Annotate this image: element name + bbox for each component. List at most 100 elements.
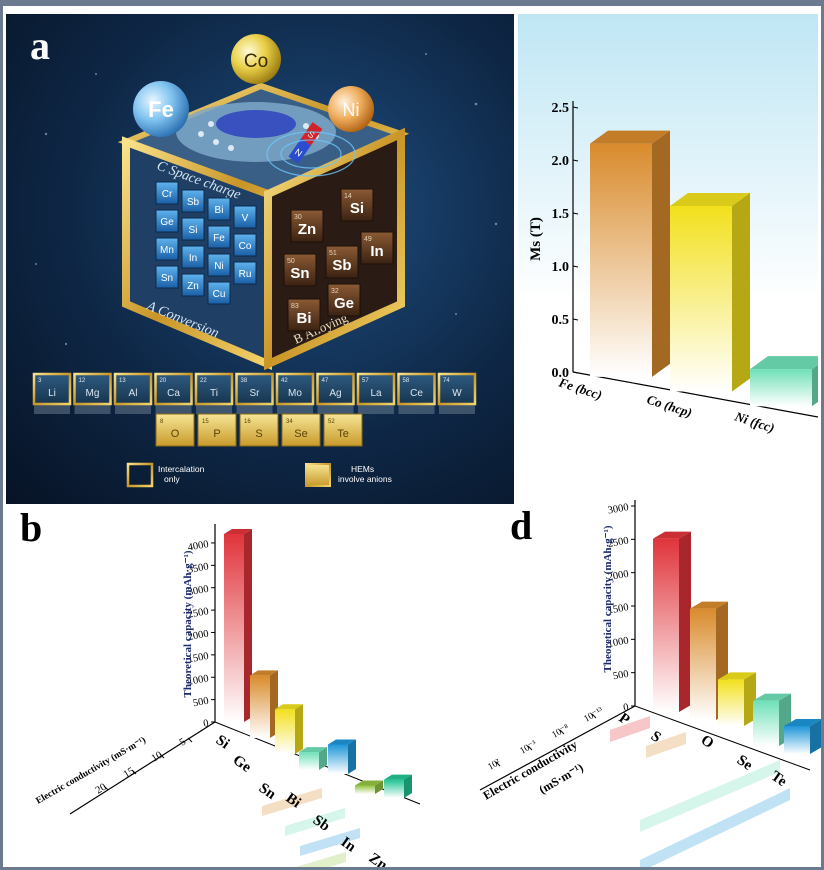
conversion-tile [155, 265, 179, 289]
chart-b-xtick-label: 15 [122, 766, 137, 781]
magnet-s-label: S [306, 129, 317, 141]
chart-b-bar-front [250, 675, 270, 738]
chart-d-bar-4 [784, 719, 822, 754]
intercalation-tile-reflection [115, 404, 151, 414]
alloying-tile [287, 298, 321, 332]
anion-tile [197, 413, 237, 447]
chart-b-bar-6 [384, 774, 412, 798]
charge-cluster [216, 110, 296, 138]
sphere-co-label: Co [244, 51, 268, 72]
top-border [0, 0, 824, 6]
chart-b-category-label: Sb [310, 812, 333, 835]
anion-tile [239, 413, 279, 447]
intercalation-tile-reflection [317, 404, 354, 414]
chart-b-floor-shadow [300, 828, 360, 856]
chart-b-bar-top [250, 670, 278, 676]
chart-b-bar-side [404, 774, 412, 798]
chart-b-bar-front [355, 785, 375, 794]
chart-b-bar-top [328, 739, 356, 745]
chart-c-ytick [572, 212, 579, 215]
intercalation-tile-symbol: Mo [288, 388, 302, 399]
chart-c-ytick [572, 371, 579, 374]
chart-d-anion-capacity: 0 500 1000 1500 2000 2500 3000 Theoretical capa… [479, 500, 822, 870]
chart-c-ytick-label: 2.0 [552, 154, 570, 169]
conversion-tile [233, 205, 257, 229]
alloying-tile [283, 253, 317, 287]
chart-d-bar-front [653, 538, 679, 712]
conversion-element-tiles: Cr Sb Bi V Ge Si Fe Co Mn In Ni Ru Sn Zn Cu [155, 181, 257, 305]
chart-b-ytick-label: 2000 [187, 629, 210, 643]
intercalation-tile-symbol: Ca [167, 388, 180, 399]
chart-b-bar-2 [275, 704, 303, 754]
intercalation-tile-number: 20 [160, 378, 167, 384]
chart-d-bar-0 [653, 531, 691, 712]
anion-tile-number: 52 [328, 419, 335, 425]
chart-b-bar-front [275, 709, 295, 754]
panel-b-letter: b [20, 505, 43, 550]
chart-c-ytick-label: 2.5 [552, 101, 570, 116]
conversion-tile [181, 217, 205, 241]
chart-b-ytick-label: 2500 [187, 606, 210, 620]
conversion-tile-symbol: Bi [215, 205, 224, 216]
legend-intercalation-line1: Intercalation [158, 464, 205, 474]
intercalation-tile [235, 372, 274, 406]
alloying-tile-symbol: Sb [332, 257, 351, 274]
chart-b-xtick-label: 5 [178, 736, 188, 748]
legend-intercalation: Intercalation only [126, 462, 205, 488]
chart-d-bar-2 [718, 672, 756, 726]
chart-d-ytick-label: 1500 [607, 602, 630, 616]
chart-c-bar-side [732, 193, 750, 392]
chart-b-floor-shadow [262, 788, 322, 816]
chart-d-bar-front [753, 700, 779, 746]
chart-d-bar-top [653, 531, 691, 539]
chart-c-magnetization: 0.00.51.01.52.02.5Ms (T)Fe (bcc)Co (hcp)… [518, 14, 818, 494]
alloying-tile-number: 14 [344, 193, 352, 200]
intercalation-tile-symbol: Ag [329, 388, 341, 399]
anion-tile-symbol: S [255, 428, 262, 440]
chart-c-x-axis [572, 371, 818, 418]
intercalation-tile-reflection [74, 404, 111, 414]
chart-b-ylabel: Theoretical capacity (mAh·g⁻¹) [182, 550, 194, 697]
chart-b-bar-4 [328, 739, 356, 774]
chart-b-bar-top [384, 774, 412, 780]
panel-a-letter: a [30, 23, 50, 68]
chart-d-ylabel: Theoretical capacity (mAh·g⁻¹) [602, 525, 614, 672]
alloying-tile [290, 209, 324, 243]
chart-b-ytick-label: 3500 [187, 561, 210, 575]
chart-b-x-axis [69, 721, 216, 815]
intercalation-tile-symbol: La [370, 388, 382, 399]
intercalation-tile-number: 13 [119, 378, 126, 384]
intercalation-tile-symbol: Ce [410, 388, 423, 399]
chart-d-bar-side [810, 719, 822, 754]
intercalation-tile-number: 3 [38, 378, 42, 384]
legend-hems-line2: involve anions [338, 474, 392, 484]
intercalation-tile-reflection [398, 404, 435, 414]
chart-b-bar-front [384, 779, 404, 798]
chart-d-bar-side [679, 531, 691, 712]
chart-b-xtick-label: 20 [94, 782, 109, 797]
chart-d-x-axis [479, 705, 636, 791]
chart-c-bar-top [750, 356, 818, 370]
conversion-tile [207, 281, 231, 305]
conversion-tile-symbol: In [189, 253, 197, 264]
intercalation-tile [316, 372, 355, 406]
anion-tile-number: 16 [244, 419, 251, 425]
intercalation-tile-number: 74 [443, 378, 450, 384]
chart-c-bar-front [670, 206, 732, 392]
magnet-n-label: N [293, 147, 304, 159]
chart-b-xtick [103, 785, 109, 791]
conversion-tile [181, 189, 205, 213]
chart-d-bar-top [690, 601, 728, 609]
chart-d-ytick-label: 2500 [607, 535, 630, 549]
sphere-ni-label: Ni [343, 100, 360, 120]
chart-d-bar-1 [690, 601, 728, 720]
chart-c-ytick [572, 106, 579, 109]
sphere-fe-label: Fe [148, 97, 174, 122]
chart-b-bar-top [299, 747, 327, 753]
sphere-co: Co [231, 34, 281, 84]
legend-intercalation-line2: only [164, 474, 180, 484]
legend-hems: HEMs involve anions [305, 463, 392, 487]
chart-b-ytick-label: 500 [192, 696, 209, 710]
chart-d-floor-shadow [610, 716, 650, 742]
